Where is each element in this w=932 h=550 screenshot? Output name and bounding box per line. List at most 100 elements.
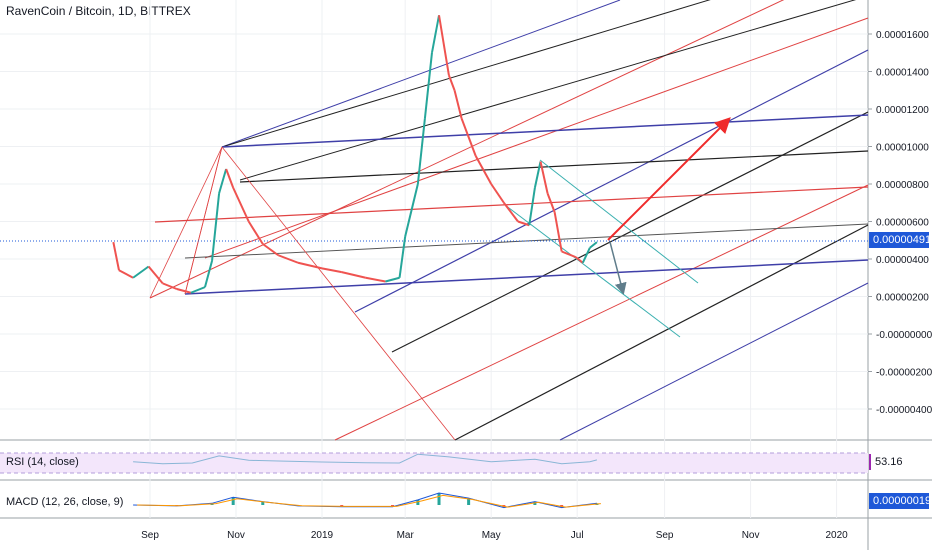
fork-handle	[184, 146, 223, 295]
pitchfork-drawings	[0, 0, 869, 441]
price-segment	[423, 52, 433, 119]
y-tick-label: 0.00000200	[876, 293, 929, 304]
price-segment	[528, 187, 536, 226]
price-segment	[561, 250, 577, 259]
rsi-value-badge: 53.16	[869, 454, 929, 470]
channel-line	[184, 259, 869, 295]
price-segment	[176, 288, 192, 294]
price-segment	[416, 118, 426, 185]
price-segment	[430, 15, 440, 53]
price-segment	[118, 269, 134, 279]
price-segment	[589, 241, 598, 249]
price-segment	[190, 286, 206, 294]
x-tick-label: 2020	[825, 530, 848, 541]
x-tick-label: Nov	[227, 530, 245, 541]
x-tick-label: Jul	[571, 530, 584, 541]
channel-line	[221, 114, 869, 148]
fork-line	[204, 17, 869, 259]
price-segment	[447, 74, 456, 91]
price-segment	[517, 220, 530, 227]
price-segment	[262, 243, 279, 257]
channel-line	[239, 150, 869, 183]
y-tick-label: 0.00000800	[876, 180, 929, 191]
x-tick-label: Sep	[141, 530, 159, 541]
macd-value-badge: 0.00000019	[869, 493, 931, 509]
price-segment	[147, 265, 164, 285]
current-price-badge: 0.00000491	[869, 232, 931, 248]
price-segment	[277, 254, 299, 264]
x-tick-label: Mar	[397, 530, 415, 541]
y-tick-label: 0.00000400	[876, 255, 929, 266]
channel-line	[184, 223, 869, 259]
rsi-line	[133, 453, 598, 465]
price-series	[112, 15, 598, 294]
macd-pane	[133, 492, 601, 509]
price-segment	[232, 187, 250, 222]
chart-title: RavenCoin / Bitcoin, 1D, BITTREX	[6, 4, 191, 18]
price-segment	[112, 241, 120, 271]
price-segment	[204, 260, 213, 288]
channel-line	[154, 186, 869, 223]
price-segment	[539, 161, 549, 194]
y-tick-label: -0.00000000	[876, 330, 932, 341]
price-segment	[385, 276, 400, 283]
time-axis: Sep Nov 2019 Mar May Jul Sep Nov 2020	[141, 530, 848, 541]
price-segment	[247, 220, 264, 245]
price-segment	[460, 118, 477, 157]
x-tick-label: 2019	[311, 530, 334, 541]
price-segment	[211, 193, 221, 261]
macd-line	[133, 492, 597, 509]
trend-line	[539, 159, 699, 284]
price-segment	[546, 193, 556, 213]
x-tick-label: May	[482, 530, 501, 541]
macd-signal-line	[137, 494, 601, 508]
fork-line	[559, 282, 869, 441]
price-segment	[162, 282, 178, 290]
x-tick-label: Sep	[656, 530, 674, 541]
fork-line	[221, 0, 711, 148]
x-tick-label: Nov	[742, 530, 760, 541]
price-segment	[365, 276, 386, 283]
y-tick-label: -0.00000400	[876, 405, 932, 416]
price-segment	[398, 236, 407, 278]
price-segment	[581, 247, 591, 264]
y-tick-label: 0.00001400	[876, 68, 929, 79]
fork-line	[221, 0, 621, 148]
macd-label: MACD (12, 26, close, 9)	[6, 496, 124, 508]
fork-line	[391, 111, 869, 353]
y-tick-label: 0.00001000	[876, 143, 929, 154]
price-segment	[575, 256, 584, 264]
fork-line	[149, 0, 785, 299]
price-segment	[474, 155, 493, 185]
price-segment	[453, 90, 463, 119]
price-segment	[503, 202, 519, 223]
target-arrow-up	[607, 117, 731, 241]
price-segment	[321, 267, 342, 274]
rsi-band	[0, 453, 868, 473]
y-tick-label: 0.00001200	[876, 105, 929, 116]
price-axis: 0.00001600 0.00001400 0.00001200 0.00001000…	[868, 30, 932, 416]
y-tick-label: -0.00000200	[876, 368, 932, 379]
price-segment	[438, 15, 450, 76]
target-arrow-down	[609, 241, 627, 295]
trend-line	[504, 204, 681, 338]
price-segment	[404, 183, 419, 237]
fork-line	[354, 49, 869, 313]
fork-line	[239, 0, 857, 181]
price-segment	[132, 265, 150, 279]
rsi-label: RSI (14, close)	[6, 456, 79, 468]
price-segment	[218, 168, 228, 194]
price-segment	[533, 161, 542, 188]
fork-line	[454, 224, 869, 441]
fork-line	[334, 184, 869, 441]
fork-handle	[149, 146, 223, 299]
y-tick-label: 0.00001600	[876, 30, 929, 41]
price-segment	[297, 261, 323, 270]
rsi-pane	[0, 452, 868, 474]
price-segment	[341, 271, 366, 279]
price-segment	[553, 211, 563, 252]
price-segment	[225, 168, 235, 189]
y-tick-label: 0.00000600	[876, 218, 929, 229]
